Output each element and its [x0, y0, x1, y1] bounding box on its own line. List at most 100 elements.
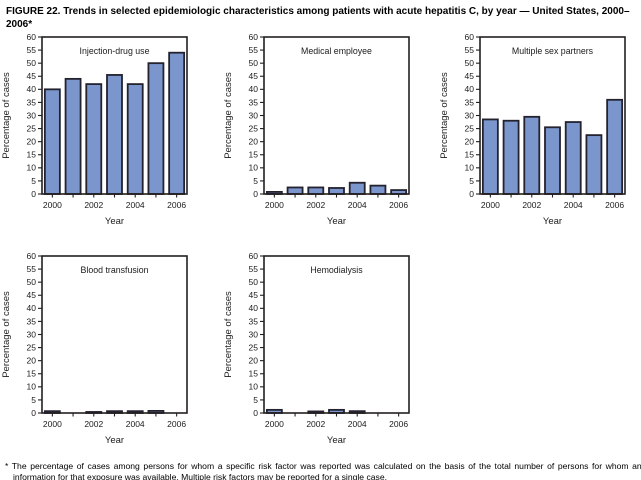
bar-2003 — [544, 126, 561, 195]
y-tick-label: 30 — [27, 110, 37, 120]
y-tick-label: 10 — [27, 163, 37, 173]
y-tick-label: 20 — [27, 356, 37, 366]
plot-frame — [41, 36, 188, 195]
bar-2001 — [64, 77, 82, 195]
y-tick-label: 35 — [465, 97, 475, 107]
y-tick-label: 25 — [249, 123, 259, 133]
y-tick-label: 30 — [249, 110, 259, 120]
y-tick-label: 50 — [27, 58, 37, 68]
x-tick-label: 2004 — [348, 419, 367, 429]
y-axis-label: Percentage of cases — [439, 72, 450, 159]
y-tick-label: 40 — [27, 84, 37, 94]
x-axis-label: Year — [105, 435, 124, 446]
x-tick-label: 2006 — [167, 200, 186, 210]
y-tick-label: 25 — [27, 123, 37, 133]
footnote-text: The percentage of cases among persons fo… — [11, 460, 641, 480]
plot-frame — [479, 36, 626, 195]
bar-2005 — [369, 184, 387, 195]
plot-frame — [263, 255, 410, 414]
figure-title: FIGURE 22. Trends in selected epidemiolo… — [6, 6, 630, 30]
chart-injection-drug-use: 0 5 10 15 20 25 30 35 40 45 50 55 60 2000 2002 2004 2006… — [1, 32, 188, 227]
y-tick-label: 10 — [465, 163, 475, 173]
y-tick-label: 35 — [27, 316, 37, 326]
y-tick-label: 20 — [27, 137, 37, 147]
x-tick-label: 2000 — [481, 200, 500, 210]
y-tick-label: 25 — [249, 342, 259, 352]
y-tick-label: 0 — [253, 408, 258, 418]
y-tick-label: 25 — [27, 342, 37, 352]
y-tick-label: 35 — [249, 316, 259, 326]
y-tick-label: 40 — [465, 84, 475, 94]
y-tick-label: 5 — [31, 176, 36, 186]
y-tick-label: 30 — [465, 110, 475, 120]
y-tick-label: 40 — [249, 84, 259, 94]
y-tick-label: 10 — [249, 382, 259, 392]
y-tick-label: 45 — [27, 71, 37, 81]
y-tick-label: 25 — [465, 123, 475, 133]
plot-frame — [263, 36, 410, 195]
bar-2004 — [564, 121, 582, 195]
y-tick-label: 55 — [465, 45, 475, 55]
bar-2001 — [286, 186, 304, 195]
x-tick-label: 2006 — [605, 200, 624, 210]
y-tick-label: 40 — [27, 303, 37, 313]
y-tick-label: 30 — [27, 329, 37, 339]
x-tick-label: 2006 — [167, 419, 186, 429]
y-tick-label: 15 — [249, 150, 259, 160]
chart-medical-employee: 0 5 10 15 20 25 30 35 40 45 50 55 60 2000 2002 2004 2006… — [223, 32, 410, 227]
x-tick-label: 2004 — [126, 200, 145, 210]
y-tick-label: 50 — [249, 277, 259, 287]
footnote: * The percentage of cases among persons … — [5, 461, 641, 480]
bar-2002 — [307, 186, 325, 195]
bar-2004 — [126, 83, 144, 195]
y-tick-label: 5 — [469, 176, 474, 186]
x-axis-label: Year — [105, 216, 124, 227]
bar-2003 — [328, 187, 345, 195]
y-tick-label: 15 — [27, 150, 37, 160]
y-tick-label: 15 — [249, 369, 259, 379]
x-tick-label: 2000 — [265, 200, 284, 210]
y-tick-label: 60 — [27, 251, 37, 261]
y-tick-label: 35 — [249, 97, 259, 107]
y-tick-label: 50 — [465, 58, 475, 68]
y-tick-label: 40 — [249, 303, 259, 313]
y-tick-label: 20 — [249, 137, 259, 147]
bar-2005 — [147, 62, 165, 195]
y-tick-label: 60 — [249, 251, 259, 261]
y-tick-label: 10 — [249, 163, 259, 173]
y-tick-label: 60 — [27, 32, 37, 42]
y-tick-label: 45 — [249, 290, 259, 300]
y-tick-label: 55 — [249, 45, 259, 55]
y-tick-label: 5 — [253, 176, 258, 186]
x-tick-label: 2002 — [306, 200, 325, 210]
bar-2000 — [481, 118, 499, 195]
chart-title: Blood transfusion — [81, 265, 149, 275]
y-tick-label: 20 — [249, 356, 259, 366]
y-tick-label: 50 — [27, 277, 37, 287]
y-tick-label: 60 — [249, 32, 259, 42]
y-tick-label: 55 — [27, 45, 37, 55]
bar-2002 — [85, 83, 103, 195]
x-tick-label: 2004 — [348, 200, 367, 210]
footnote-marker: * — [5, 460, 9, 471]
y-tick-label: 0 — [31, 408, 36, 418]
chart-hemodialysis: 0 5 10 15 20 25 30 35 40 45 50 55 60 2000 2002 2004 2006… — [223, 251, 410, 446]
bar-2005 — [585, 134, 603, 195]
x-tick-label: 2000 — [265, 419, 284, 429]
y-tick-label: 20 — [465, 137, 475, 147]
x-tick-label: 2002 — [84, 200, 103, 210]
bar-2002 — [523, 115, 541, 195]
x-tick-label: 2006 — [389, 200, 408, 210]
chart-multiple-sex-partners: 0 5 10 15 20 25 30 35 40 45 50 55 60 2000 2002 2004 2006… — [439, 32, 626, 227]
y-tick-label: 15 — [27, 369, 37, 379]
y-tick-label: 5 — [31, 395, 36, 405]
y-axis-label: Percentage of cases — [1, 72, 12, 159]
bar-2001 — [502, 119, 520, 195]
y-tick-label: 30 — [249, 329, 259, 339]
x-tick-label: 2000 — [43, 419, 62, 429]
x-tick-label: 2002 — [84, 419, 103, 429]
y-tick-label: 55 — [249, 264, 259, 274]
plot-frame — [41, 255, 188, 414]
x-tick-label: 2002 — [306, 419, 325, 429]
